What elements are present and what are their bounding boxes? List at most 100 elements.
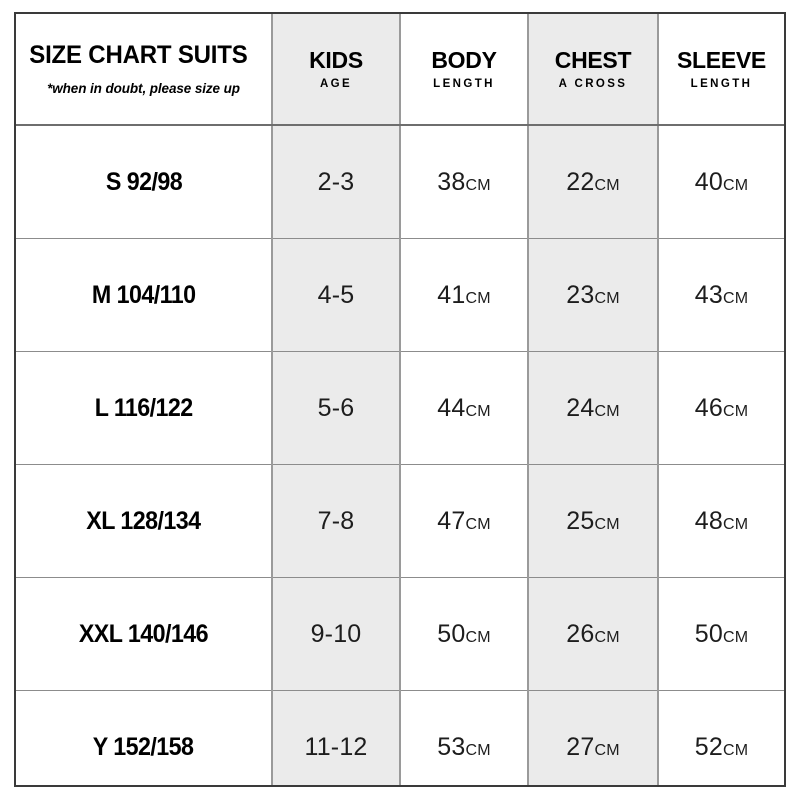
age-value: 11-12 — [304, 732, 368, 761]
unit-label: CM — [594, 741, 620, 759]
cell-chest-across: 25CM — [528, 464, 659, 578]
cell-sleeve-length: 50CM — [658, 577, 784, 691]
cell-sleeve-length: 46CM — [658, 351, 784, 465]
cell-body-length: 44CM — [400, 351, 529, 465]
unit-label: CM — [594, 289, 620, 307]
sleeve-length-value: 50 — [694, 619, 723, 648]
age-value: 9-10 — [310, 619, 362, 648]
header-cell-chest-across: CHEST A CROSS — [528, 14, 659, 126]
unit-label: CM — [722, 176, 749, 194]
chest-value: 22 — [566, 167, 595, 196]
body-length-value: 50 — [437, 619, 466, 648]
unit-label: CM — [722, 289, 749, 307]
table-row: S 92/98 2-3 38CM 22CM 40CM — [16, 125, 784, 239]
size-label: L 116/122 — [94, 393, 194, 422]
unit-label: CM — [722, 515, 749, 533]
size-label: XL 128/134 — [86, 506, 201, 535]
size-chart-container: SIZE CHART SUITS *when in doubt, please … — [14, 12, 786, 787]
header-cell-sleeve-length: SLEEVE LENGTH — [658, 14, 784, 126]
header-cell-size: SIZE CHART SUITS *when in doubt, please … — [16, 14, 273, 126]
header-cell-body-length: BODY LENGTH — [400, 14, 529, 126]
unit-label: CM — [722, 628, 749, 646]
header-body-main: BODY — [431, 47, 497, 74]
sleeve-length-value: 52 — [694, 732, 723, 761]
cell-size: XXL 140/146 — [16, 577, 273, 691]
size-up-note: *when in doubt, please size up — [47, 81, 240, 97]
cell-size: XL 128/134 — [16, 464, 273, 578]
cell-sleeve-length: 40CM — [658, 125, 784, 239]
header-cell-age: KIDS AGE — [272, 14, 401, 126]
header-body-sub: LENGTH — [433, 77, 495, 90]
page-title: SIZE CHART SUITS — [29, 40, 248, 69]
cell-age: 7-8 — [272, 464, 401, 578]
cell-body-length: 41CM — [400, 238, 529, 352]
chest-value: 24 — [566, 393, 595, 422]
cell-body-length: 38CM — [400, 125, 529, 239]
size-chart-table: SIZE CHART SUITS *when in doubt, please … — [16, 14, 784, 785]
sleeve-length-value: 40 — [694, 167, 723, 196]
age-value: 7-8 — [317, 506, 355, 535]
body-length-value: 53 — [437, 732, 466, 761]
size-label: Y 152/158 — [93, 732, 194, 761]
unit-label: CM — [465, 515, 491, 533]
cell-sleeve-length: 43CM — [658, 238, 784, 352]
unit-label: CM — [722, 402, 749, 420]
body-length-value: 38 — [437, 167, 466, 196]
cell-sleeve-length: 48CM — [658, 464, 784, 578]
cell-chest-across: 24CM — [528, 351, 659, 465]
size-label: M 104/110 — [91, 280, 196, 309]
cell-body-length: 50CM — [400, 577, 529, 691]
cell-age: 5-6 — [272, 351, 401, 465]
size-label: S 92/98 — [105, 167, 182, 196]
header-sleeve-sub: LENGTH — [690, 77, 753, 90]
chest-value: 26 — [566, 619, 595, 648]
unit-label: CM — [722, 741, 749, 759]
cell-age: 4-5 — [272, 238, 401, 352]
chest-value: 23 — [566, 280, 595, 309]
body-length-value: 41 — [437, 280, 466, 309]
unit-label: CM — [465, 402, 491, 420]
cell-age: 9-10 — [272, 577, 401, 691]
header-age-sub: AGE — [319, 77, 353, 90]
table-row: M 104/110 4-5 41CM 23CM 43CM — [16, 238, 784, 352]
age-value: 5-6 — [317, 393, 355, 422]
unit-label: CM — [594, 402, 620, 420]
unit-label: CM — [465, 741, 491, 759]
size-label: XXL 140/146 — [78, 619, 209, 648]
age-value: 2-3 — [317, 167, 355, 196]
unit-label: CM — [594, 628, 620, 646]
sleeve-length-value: 48 — [694, 506, 723, 535]
cell-chest-across: 26CM — [528, 577, 659, 691]
unit-label: CM — [465, 289, 491, 307]
header-chest-main: CHEST — [554, 47, 632, 74]
cell-body-length: 53CM — [400, 690, 529, 785]
cell-size: M 104/110 — [16, 238, 273, 352]
header-sleeve-main: SLEEVE — [677, 47, 766, 74]
cell-chest-across: 22CM — [528, 125, 659, 239]
cell-size: Y 152/158 — [16, 690, 273, 785]
table-header-row: SIZE CHART SUITS *when in doubt, please … — [16, 14, 784, 126]
sleeve-length-value: 43 — [694, 280, 723, 309]
chest-value: 27 — [566, 732, 595, 761]
unit-label: CM — [594, 515, 620, 533]
body-length-value: 44 — [437, 393, 466, 422]
body-length-value: 47 — [437, 506, 466, 535]
cell-age: 2-3 — [272, 125, 401, 239]
table-row: XXL 140/146 9-10 50CM 26CM 50CM — [16, 577, 784, 691]
cell-age: 11-12 — [272, 690, 401, 785]
unit-label: CM — [465, 628, 491, 646]
cell-body-length: 47CM — [400, 464, 529, 578]
header-age-main: KIDS — [309, 47, 363, 74]
header-chest-sub: A CROSS — [558, 77, 628, 90]
unit-label: CM — [465, 176, 491, 194]
sleeve-length-value: 46 — [694, 393, 723, 422]
cell-size: S 92/98 — [16, 125, 273, 239]
table-row: XL 128/134 7-8 47CM 25CM 48CM — [16, 464, 784, 578]
table-row: Y 152/158 11-12 53CM 27CM 52CM — [16, 690, 784, 785]
unit-label: CM — [594, 176, 620, 194]
table-row: L 116/122 5-6 44CM 24CM 46CM — [16, 351, 784, 465]
cell-chest-across: 23CM — [528, 238, 659, 352]
cell-chest-across: 27CM — [528, 690, 659, 785]
age-value: 4-5 — [317, 280, 355, 309]
cell-size: L 116/122 — [16, 351, 273, 465]
